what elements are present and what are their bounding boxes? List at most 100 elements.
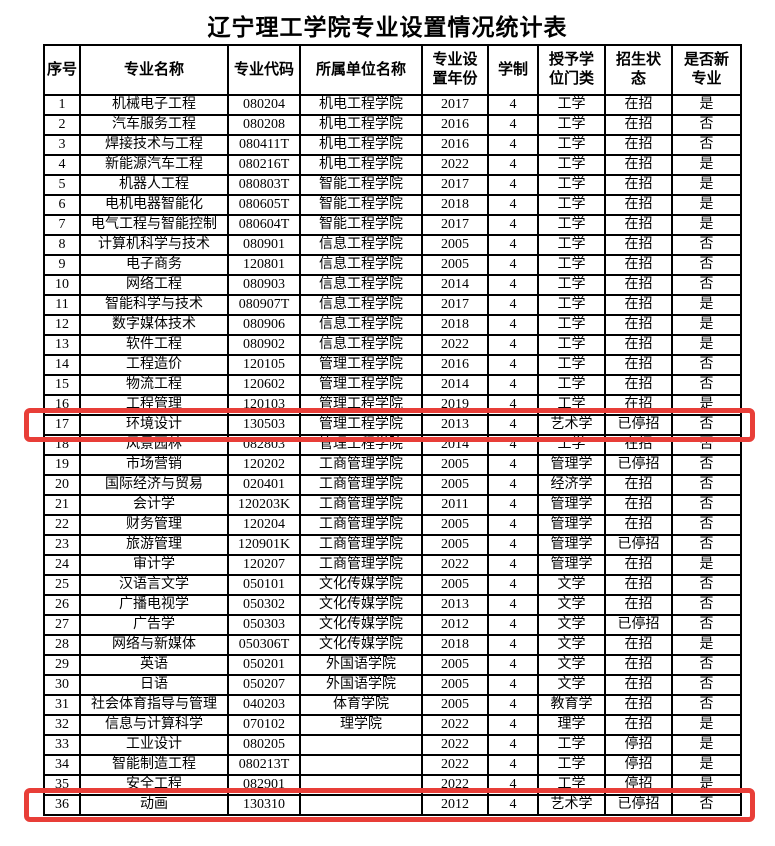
- table-cell-enroll_status: 在招: [604, 194, 673, 216]
- table-cell-duration: 4: [487, 734, 539, 756]
- table-cell-unit_name: [299, 774, 423, 796]
- header-cell-setup-year: 专业设 置年份: [421, 44, 489, 96]
- table-cell-degree_category: 工学: [537, 774, 606, 796]
- table-cell-is_new_major: 是: [671, 634, 742, 656]
- table-cell-major_code: 080411T: [227, 134, 301, 156]
- table-cell-enroll_status: 在招: [604, 274, 673, 296]
- table-cell-major_name: 软件工程: [79, 334, 229, 356]
- table-row: 24 审计学 120207 工商管理学院 2022 4 管理学 在招是: [43, 554, 742, 576]
- header-cell-unit-name: 所属单位名称: [299, 44, 423, 96]
- table-cell-index: 21: [43, 494, 81, 516]
- table-cell-duration: 4: [487, 394, 539, 416]
- table-cell-is_new_major: 否: [671, 374, 742, 396]
- table-cell-duration: 4: [487, 234, 539, 256]
- table-cell-major_name: 工业设计: [79, 734, 229, 756]
- table-cell-major_code: 120204: [227, 514, 301, 536]
- table-row: 4 新能源汽车工程 080216T 机电工程学院 2022 4 工学 在招是: [43, 154, 742, 176]
- table-cell-setup_year: 2022: [421, 714, 489, 736]
- table-cell-is_new_major: 否: [671, 474, 742, 496]
- table-cell-enroll_status: 在招: [604, 494, 673, 516]
- table-cell-major_code: 080604T: [227, 214, 301, 236]
- table-cell-unit_name: 工商管理学院: [299, 494, 423, 516]
- table-cell-is_new_major: 是: [671, 154, 742, 176]
- table-cell-major_name: 网络工程: [79, 274, 229, 296]
- table-cell-setup_year: 2017: [421, 94, 489, 116]
- table-cell-degree_category: 文学: [537, 654, 606, 676]
- table-cell-setup_year: 2016: [421, 354, 489, 376]
- table-cell-degree_category: 工学: [537, 434, 606, 456]
- table-cell-setup_year: 2012: [421, 614, 489, 636]
- table-cell-enroll_status: 在招: [604, 294, 673, 316]
- table-cell-setup_year: 2014: [421, 274, 489, 296]
- table-cell-setup_year: 2022: [421, 774, 489, 796]
- table-cell-index: 33: [43, 734, 81, 756]
- table-cell-major_name: 数字媒体技术: [79, 314, 229, 336]
- table-cell-enroll_status: 在招: [604, 634, 673, 656]
- table-cell-major_code: 120901K: [227, 534, 301, 556]
- table-cell-major_code: 082901: [227, 774, 301, 796]
- table-cell-setup_year: 2017: [421, 214, 489, 236]
- table-cell-setup_year: 2005: [421, 674, 489, 696]
- table-cell-major_name: 财务管理: [79, 514, 229, 536]
- table-row: 35 安全工程 082901 2022 4 工学 停招是: [43, 774, 742, 796]
- table-cell-major_name: 计算机科学与技术: [79, 234, 229, 256]
- table-cell-major_code: 130310: [227, 794, 301, 816]
- table-cell-major_name: 英语: [79, 654, 229, 676]
- table-cell-enroll_status: 在招: [604, 174, 673, 196]
- table-cell-major_code: 080907T: [227, 294, 301, 316]
- table-cell-major_name: 国际经济与贸易: [79, 474, 229, 496]
- table-row: 36 动画 130310 2012 4 艺术学 已停招否: [43, 794, 742, 816]
- table-cell-major_name: 日语: [79, 674, 229, 696]
- table-cell-enroll_status: 已停招: [604, 614, 673, 636]
- table-cell-unit_name: 文化传媒学院: [299, 634, 423, 656]
- table-cell-major_name: 电机电器智能化: [79, 194, 229, 216]
- table-cell-index: 9: [43, 254, 81, 276]
- table-cell-duration: 4: [487, 114, 539, 136]
- table-cell-unit_name: 工商管理学院: [299, 554, 423, 576]
- table-cell-is_new_major: 否: [671, 534, 742, 556]
- table-cell-enroll_status: 在招: [604, 654, 673, 676]
- table-row: 22 财务管理 120204 工商管理学院 2005 4 管理学 在招否: [43, 514, 742, 536]
- table-cell-degree_category: 工学: [537, 274, 606, 296]
- table-cell-major_name: 安全工程: [79, 774, 229, 796]
- table-cell-major_code: 120207: [227, 554, 301, 576]
- table-cell-major_name: 机器人工程: [79, 174, 229, 196]
- table-cell-major_code: 050207: [227, 674, 301, 696]
- table-cell-setup_year: 2012: [421, 794, 489, 816]
- table-row: 14 工程造价 120105 管理工程学院 2016 4 工学 在招否: [43, 354, 742, 376]
- table-row: 15 物流工程 120602 管理工程学院 2014 4 工学 在招否: [43, 374, 742, 396]
- table-cell-major_code: 080901: [227, 234, 301, 256]
- table-cell-unit_name: 文化传媒学院: [299, 594, 423, 616]
- table-cell-unit_name: 外国语学院: [299, 654, 423, 676]
- table-cell-enroll_status: 在招: [604, 514, 673, 536]
- table-cell-is_new_major: 是: [671, 754, 742, 776]
- table-cell-enroll_status: 停招: [604, 734, 673, 756]
- table-row: 27 广告学 050303 文化传媒学院 2012 4 文学 已停招否: [43, 614, 742, 636]
- majors-table: 序号 专业名称 专业代码 所属单位名称 专业设 置年份 学制 授予学 位门类 招…: [43, 44, 742, 816]
- page-title: 辽宁理工学院专业设置情况统计表: [207, 15, 568, 40]
- table-cell-unit_name: 管理工程学院: [299, 414, 423, 436]
- table-cell-setup_year: 2018: [421, 634, 489, 656]
- table-cell-unit_name: 管理工程学院: [299, 374, 423, 396]
- table-cell-degree_category: 管理学: [537, 494, 606, 516]
- table-cell-is_new_major: 否: [671, 414, 742, 436]
- table-cell-index: 31: [43, 694, 81, 716]
- table-cell-setup_year: 2017: [421, 294, 489, 316]
- table-cell-degree_category: 工学: [537, 354, 606, 376]
- table-cell-index: 4: [43, 154, 81, 176]
- table-cell-duration: 4: [487, 354, 539, 376]
- table-cell-enroll_status: 已停招: [604, 534, 673, 556]
- table-row: 34 智能制造工程 080213T 2022 4 工学 停招是: [43, 754, 742, 776]
- table-cell-is_new_major: 否: [671, 134, 742, 156]
- table-row: 9 电子商务 120801 信息工程学院 2005 4 工学 在招否: [43, 254, 742, 276]
- table-cell-unit_name: 信息工程学院: [299, 314, 423, 336]
- table-cell-enroll_status: 在招: [604, 114, 673, 136]
- table-cell-major_name: 电气工程与智能控制: [79, 214, 229, 236]
- table-cell-duration: 4: [487, 614, 539, 636]
- table-cell-duration: 4: [487, 774, 539, 796]
- table-row: 3 焊接技术与工程 080411T 机电工程学院 2016 4 工学 在招否: [43, 134, 742, 156]
- table-cell-is_new_major: 是: [671, 734, 742, 756]
- table-cell-duration: 4: [487, 494, 539, 516]
- table-cell-enroll_status: 已停招: [604, 414, 673, 436]
